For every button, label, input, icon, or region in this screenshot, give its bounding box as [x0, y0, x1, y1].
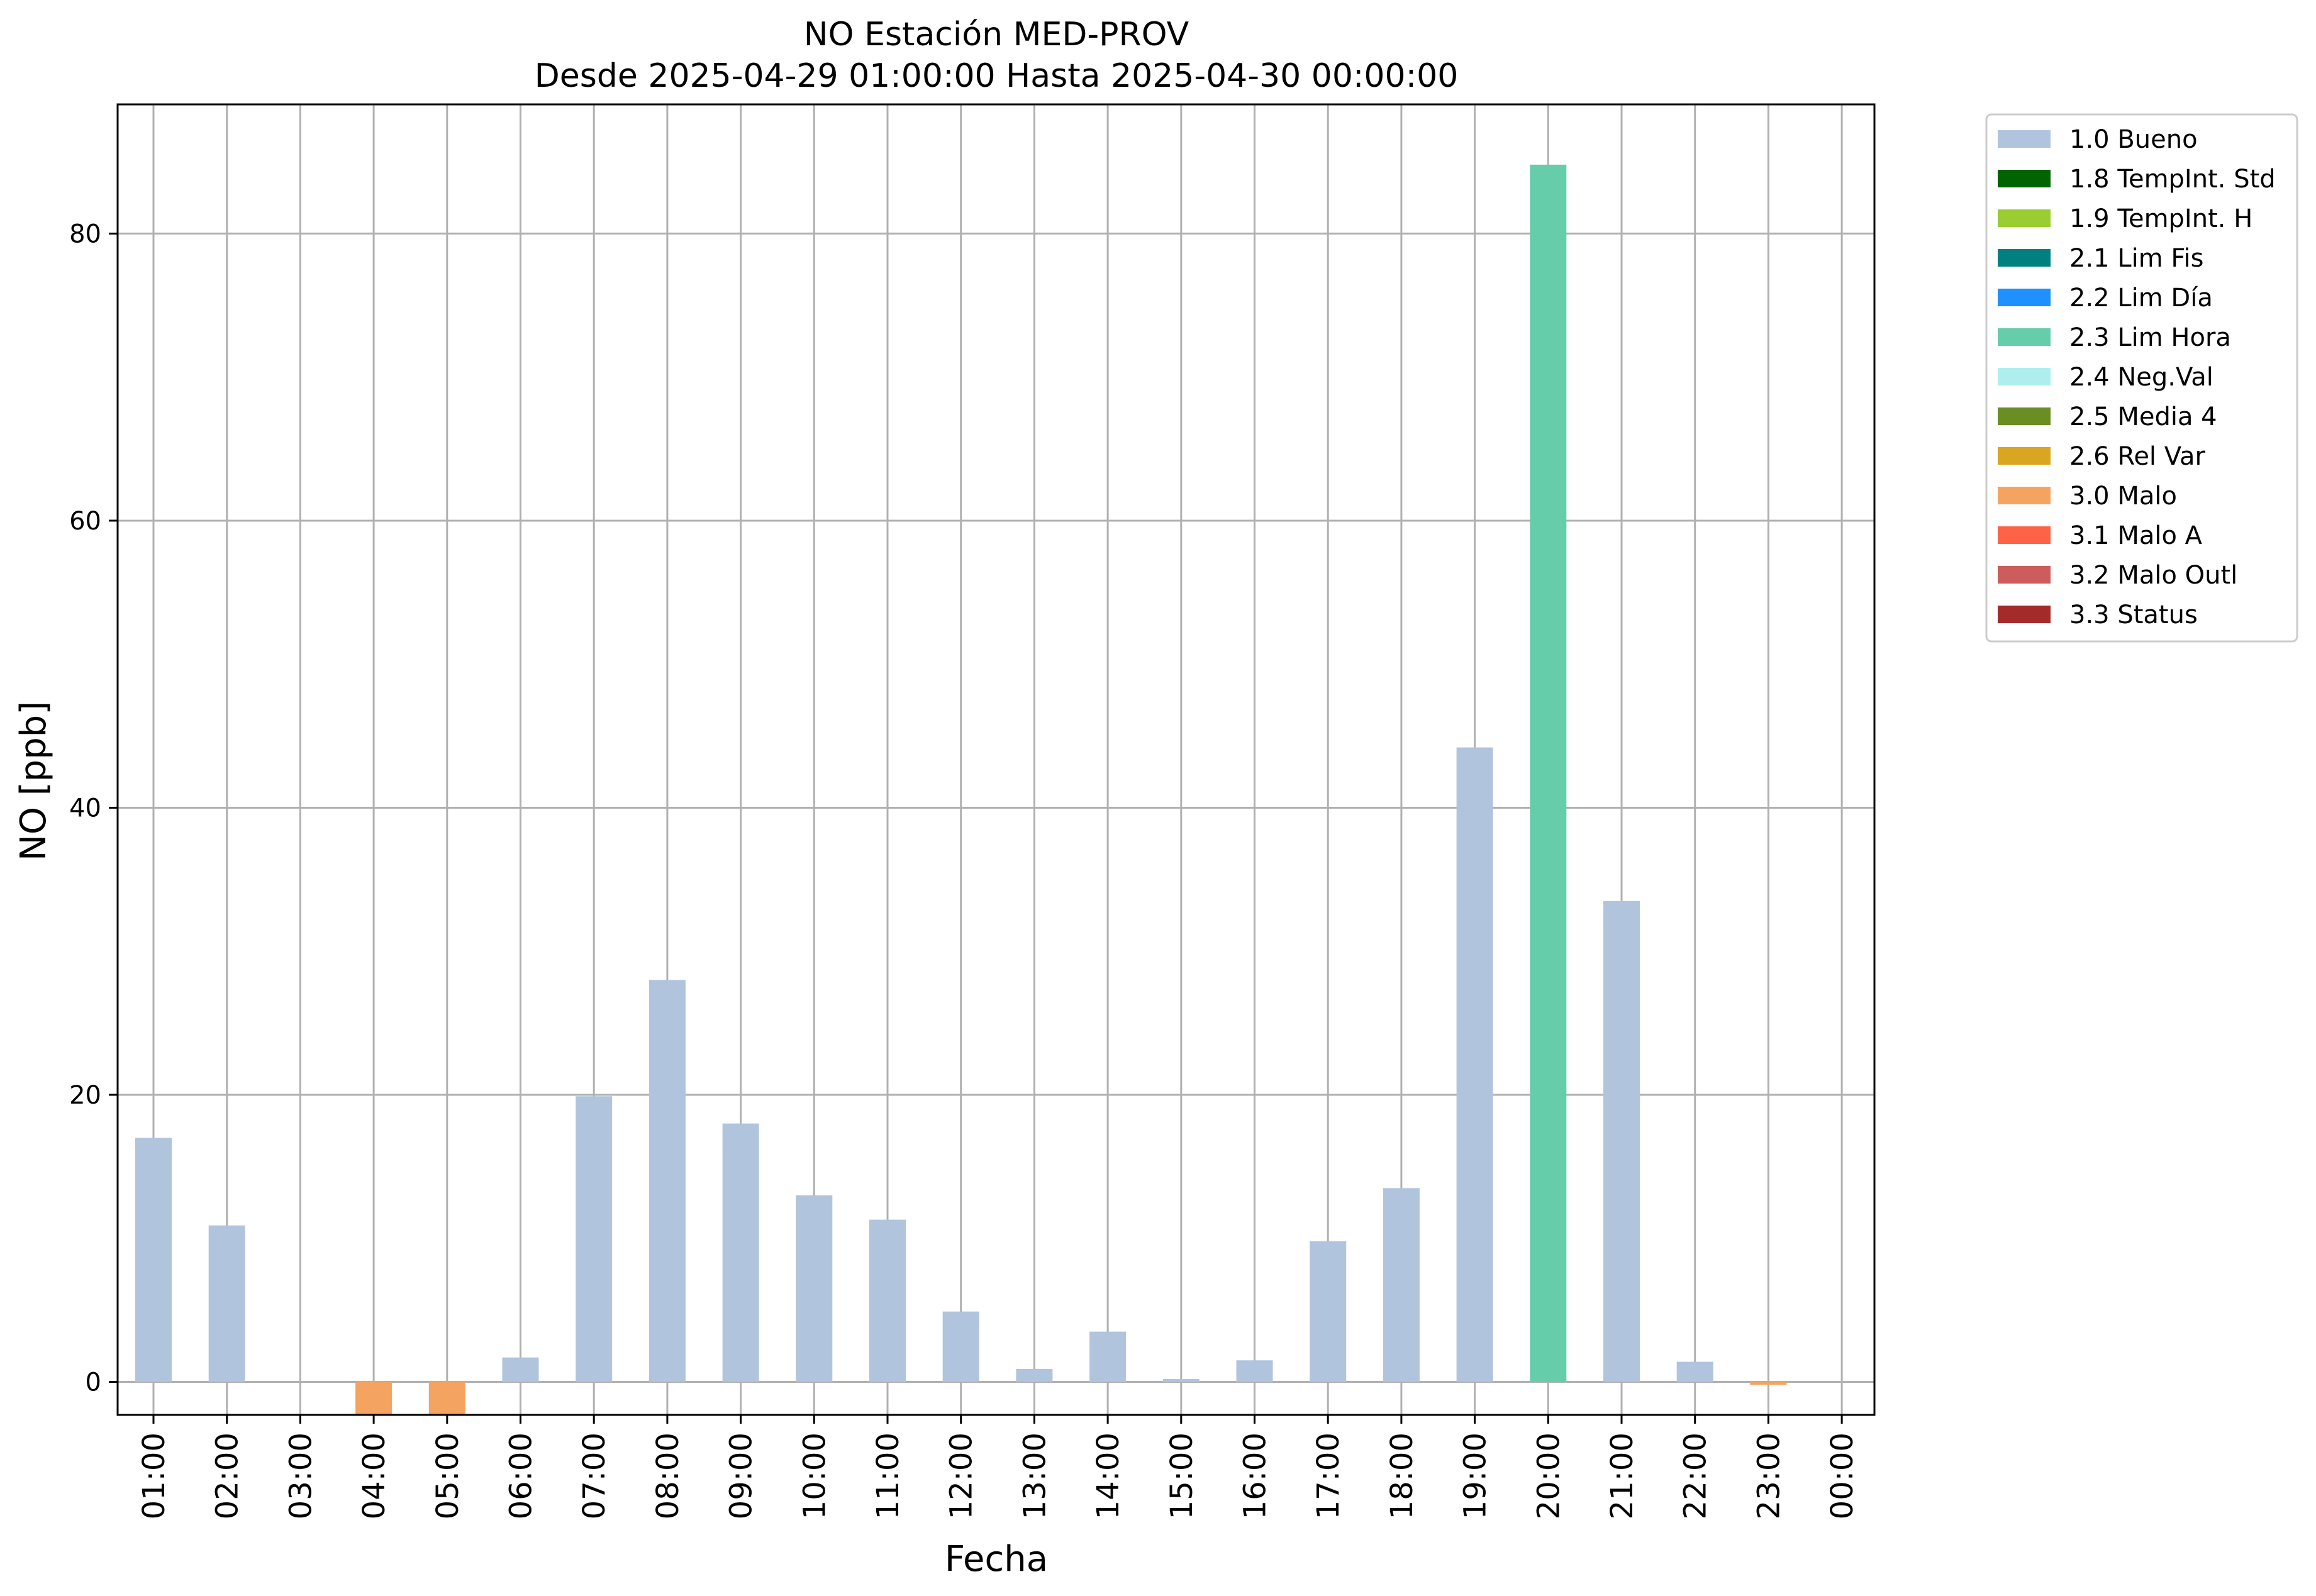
- x-tick-label: 07:00: [577, 1433, 612, 1519]
- x-tick-label: 14:00: [1091, 1433, 1126, 1519]
- legend-label: 2.5 Media 4: [2069, 402, 2217, 431]
- legend-swatch: [1998, 289, 2051, 306]
- bar: [428, 1382, 465, 1415]
- legend-label: 2.1 Lim Fis: [2069, 244, 2203, 273]
- legend-label: 3.1 Malo A: [2069, 521, 2203, 550]
- x-tick-label: 19:00: [1458, 1433, 1493, 1519]
- legend-swatch: [1998, 368, 2051, 385]
- x-tick-label: 09:00: [724, 1433, 759, 1519]
- grid-lines: [118, 104, 1874, 1415]
- legend-label: 2.3 Lim Hora: [2069, 323, 2231, 352]
- x-tick-label: 16:00: [1238, 1433, 1273, 1519]
- legend-label: 1.8 TempInt. Std: [2069, 165, 2276, 194]
- bar: [722, 1123, 759, 1382]
- legend-swatch: [1998, 209, 2051, 227]
- bar: [576, 1096, 613, 1382]
- x-tick-label: 20:00: [1531, 1433, 1566, 1519]
- legend-swatch: [1998, 130, 2051, 148]
- x-tick-label: 12:00: [944, 1433, 979, 1519]
- y-tick-label: 60: [69, 507, 101, 536]
- x-tick-label: 02:00: [210, 1433, 245, 1519]
- bar: [1456, 747, 1493, 1382]
- ticks: 0 20 40 60 80 01:00 02:00 03:00 04:00 05:00 06:00 0…: [69, 219, 1860, 1519]
- bar: [1530, 164, 1567, 1382]
- y-tick-label: 20: [69, 1081, 101, 1110]
- bar: [1750, 1382, 1787, 1385]
- bar: [1310, 1241, 1347, 1382]
- x-axis-label: Fecha: [945, 1539, 1048, 1580]
- bar: [1016, 1368, 1053, 1382]
- bar: [1162, 1378, 1200, 1382]
- bars: [135, 164, 1787, 1415]
- legend-label: 2.2 Lim Día: [2069, 284, 2213, 313]
- x-tick-label: 13:00: [1017, 1433, 1052, 1519]
- legend: 1.0 Bueno 1.8 TempInt. Std 1.9 TempInt. H 2…: [1985, 113, 2298, 643]
- legend-label: 2.4 Neg.Val: [2069, 363, 2213, 392]
- bar: [208, 1225, 245, 1382]
- legend-swatch: [1998, 447, 2051, 465]
- x-tick-label: 08:00: [650, 1433, 686, 1519]
- chart-subtitle: Desde 2025-04-29 01:00:00 Hasta 2025-04-…: [535, 57, 1459, 95]
- x-tick-label: 21:00: [1605, 1433, 1640, 1519]
- legend-swatch: [1998, 328, 2051, 346]
- legend-swatch: [1998, 526, 2051, 544]
- legend-swatch: [1998, 606, 2051, 623]
- x-tick-label: 00:00: [1825, 1433, 1860, 1519]
- bar: [1236, 1360, 1273, 1382]
- y-axis-label: NO [ppb]: [13, 701, 54, 861]
- bar: [649, 980, 686, 1382]
- x-tick-label: 04:00: [357, 1433, 392, 1519]
- bar: [1089, 1331, 1127, 1382]
- x-tick-label: 17:00: [1311, 1433, 1346, 1519]
- legend-swatch: [1998, 566, 2051, 584]
- x-tick-label: 18:00: [1384, 1433, 1420, 1519]
- bar: [1383, 1188, 1420, 1382]
- legend-label: 3.0 Malo: [2069, 482, 2177, 511]
- y-tick-label: 0: [86, 1368, 101, 1397]
- bar: [502, 1357, 539, 1382]
- legend-box: [1985, 113, 2298, 643]
- bar: [1676, 1361, 1713, 1382]
- legend-swatch: [1998, 487, 2051, 504]
- legend-label: 1.0 Bueno: [2069, 125, 2198, 154]
- x-tick-label: 01:00: [136, 1433, 172, 1519]
- x-tick-label: 23:00: [1751, 1433, 1786, 1519]
- legend-label: 1.9 TempInt. H: [2069, 204, 2252, 233]
- bar: [355, 1382, 392, 1415]
- legend-swatch: [1998, 249, 2051, 267]
- x-tick-label: 05:00: [430, 1433, 465, 1519]
- x-tick-label: 06:00: [504, 1433, 539, 1519]
- legend-swatch: [1998, 170, 2051, 187]
- chart-title: NO Estación MED-PROV: [804, 16, 1189, 53]
- legend-swatch: [1998, 407, 2051, 425]
- x-tick-label: 22:00: [1678, 1433, 1713, 1519]
- legend-label: 3.3 Status: [2069, 601, 2198, 629]
- bar: [135, 1138, 172, 1382]
- legend-label: 2.6 Rel Var: [2069, 442, 2206, 471]
- x-tick-label: 11:00: [871, 1433, 906, 1519]
- y-tick-label: 80: [69, 219, 101, 248]
- plot-frame: [116, 103, 1876, 1416]
- x-tick-label: 15:00: [1164, 1433, 1200, 1519]
- legend-label: 3.2 Malo Outl: [2069, 561, 2237, 590]
- bar: [1603, 901, 1640, 1382]
- x-tick-label: 03:00: [283, 1433, 318, 1519]
- x-tick-label: 10:00: [797, 1433, 832, 1519]
- y-tick-label: 40: [69, 794, 101, 823]
- bar: [869, 1219, 906, 1382]
- bar: [942, 1311, 979, 1382]
- bar: [796, 1195, 833, 1382]
